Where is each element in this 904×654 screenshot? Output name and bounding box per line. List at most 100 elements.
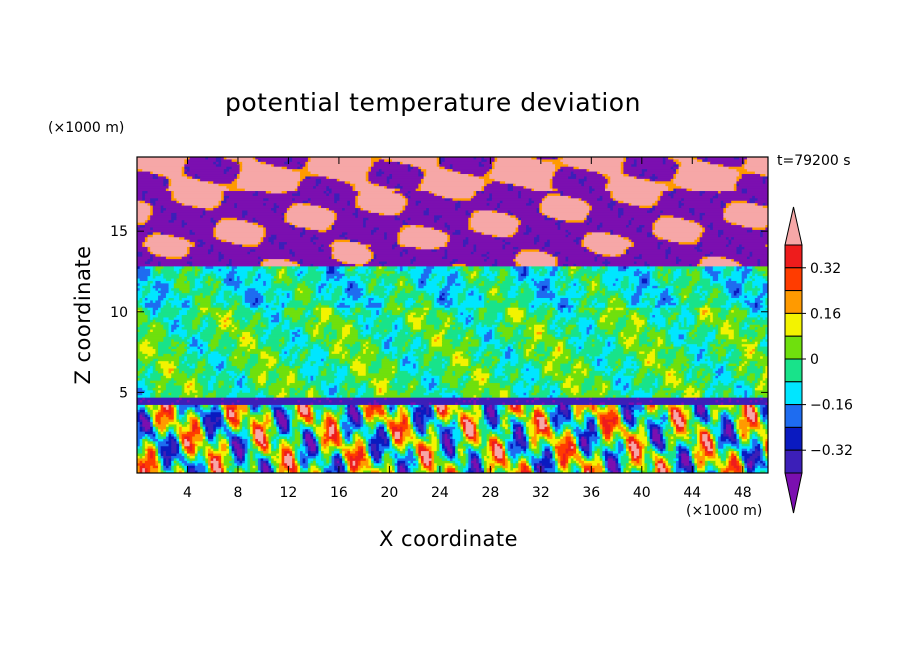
contour-cell — [497, 293, 501, 297]
contour-cell — [636, 329, 640, 333]
contour-cell — [544, 266, 554, 270]
contour-cell — [260, 317, 270, 321]
contour-cell — [318, 327, 325, 331]
contour-cell — [518, 254, 551, 258]
contour-cell — [633, 176, 638, 180]
contour-cell — [697, 310, 701, 314]
contour-cell — [168, 290, 175, 294]
contour-cell — [668, 307, 682, 311]
contour-cell — [326, 191, 330, 195]
contour-cell — [478, 297, 483, 302]
contour-cell — [534, 295, 538, 299]
contour-cell — [163, 297, 170, 302]
contour-cell — [239, 285, 272, 289]
contour-cell — [494, 278, 501, 282]
contour-cell — [754, 297, 761, 302]
contour-cell — [473, 268, 483, 272]
contour-cell — [284, 319, 291, 323]
contour-cell — [434, 324, 440, 328]
contour-cell — [257, 244, 280, 248]
contour-cell — [610, 200, 617, 204]
contour-cell — [137, 237, 146, 241]
contour-cell — [568, 283, 575, 287]
contour-cell — [439, 327, 451, 331]
contour-cell — [668, 319, 672, 323]
contour-cell — [560, 327, 567, 331]
contour-cell — [394, 191, 409, 195]
contour-cell — [523, 332, 535, 336]
contour-cell — [449, 273, 459, 277]
contour-cell — [297, 283, 306, 287]
contour-cell — [273, 242, 280, 246]
contour-cell — [618, 208, 624, 212]
contour-cell — [218, 256, 225, 260]
contour-cell — [694, 268, 698, 272]
contour-cell — [426, 344, 430, 348]
contour-cell — [728, 336, 735, 340]
contour-cell — [150, 227, 154, 231]
contour-cell — [497, 273, 501, 277]
contour-cell — [536, 290, 548, 294]
contour-cell — [662, 159, 667, 163]
contour-cell — [263, 232, 267, 236]
contour-cell — [386, 176, 393, 180]
contour-cell — [271, 329, 283, 333]
contour-cell — [373, 336, 380, 340]
contour-cell — [497, 205, 501, 209]
contour-cell — [541, 334, 554, 338]
contour-cell — [307, 200, 335, 204]
contour-cell — [321, 290, 327, 294]
contour-cell — [636, 164, 674, 168]
contour-cell — [339, 339, 343, 343]
contour-cell — [147, 324, 154, 328]
contour-cell — [265, 324, 270, 328]
contour-cell — [328, 278, 335, 282]
contour-cell — [436, 159, 440, 163]
contour-cell — [186, 169, 191, 173]
contour-cell — [186, 176, 193, 180]
contour-cell — [612, 332, 619, 336]
contour-cell — [662, 278, 669, 282]
contour-cell — [231, 166, 241, 170]
contour-cell — [389, 332, 398, 336]
contour-cell — [739, 329, 756, 333]
contour-cell — [147, 191, 172, 195]
contour-cell — [181, 169, 185, 173]
contour-cell — [612, 229, 638, 233]
contour-cell — [181, 290, 191, 294]
contour-cell — [423, 315, 427, 319]
contour-cell — [557, 307, 564, 311]
contour-cell — [610, 195, 614, 199]
contour-cell — [752, 278, 756, 282]
contour-cell — [278, 319, 283, 323]
contour-cell — [497, 203, 501, 207]
contour-cell — [315, 295, 322, 299]
contour-cell — [539, 237, 577, 241]
contour-cell — [252, 315, 262, 319]
contour-cell — [597, 310, 603, 314]
contour-cell — [712, 200, 722, 204]
contour-cell — [644, 263, 651, 267]
contour-cell — [231, 305, 238, 309]
contour-cell — [718, 273, 724, 277]
contour-cell — [715, 336, 730, 340]
contour-cell — [452, 300, 459, 304]
contour-cell — [252, 222, 259, 226]
contour-cell — [428, 344, 433, 348]
contour-cell — [586, 329, 590, 333]
contour-cell — [702, 225, 709, 229]
contour-cell — [657, 195, 661, 199]
contour-cell — [420, 200, 459, 204]
contour-cell — [599, 273, 603, 277]
contour-cell — [628, 222, 632, 226]
contour-cell — [426, 317, 440, 321]
contour-cell — [257, 256, 262, 260]
contour-cell — [470, 273, 477, 277]
contour-cell — [547, 319, 554, 323]
contour-cell — [313, 332, 320, 336]
contour-cell — [334, 278, 341, 282]
contour-cell — [205, 273, 217, 277]
contour-cell — [263, 295, 267, 299]
contour-cell — [202, 239, 222, 243]
contour-cell — [710, 310, 722, 314]
